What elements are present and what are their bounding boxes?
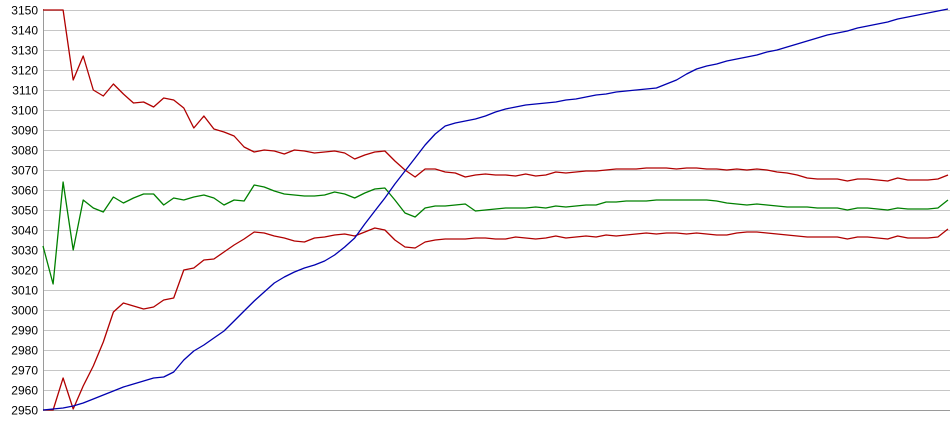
y-axis-tick-label-3020: 3020: [11, 264, 38, 278]
series-upper-red-descending: [43, 9, 949, 182]
y-axis-tick-label-3110: 3110: [12, 84, 38, 98]
series-blue-cumulative: [42, 8, 949, 411]
y-axis-tick-label-3120: 3120: [11, 64, 38, 78]
y-axis-tick-label-3070: 3070: [11, 164, 38, 178]
y-axis-tick-label-2950: 2950: [11, 404, 38, 418]
y-axis-tick-label-3040: 3040: [11, 224, 38, 238]
y-axis-tick-label-2990: 2990: [11, 324, 38, 338]
y-axis-tick-label-3000: 3000: [11, 304, 38, 318]
y-axis-tick-label-3090: 3090: [11, 124, 38, 138]
y-axis-tick-label-3010: 3010: [11, 284, 38, 298]
y-axis-tick-label-3050: 3050: [11, 204, 38, 218]
y-axis-tick-label-3140: 3140: [11, 24, 38, 38]
y-axis-tick-label-2960: 2960: [11, 384, 38, 398]
y-axis-tick-label-2980: 2980: [11, 344, 38, 358]
y-axis-tick-label-3130: 3130: [11, 44, 38, 58]
y-axis-tick-label-3030: 3030: [11, 244, 38, 258]
y-axis-tick-label-3150: 3150: [11, 4, 38, 18]
y-axis-tick-label-2970: 2970: [11, 364, 38, 378]
y-axis-tick-label-3080: 3080: [11, 144, 38, 158]
y-axis-tick-label-3100: 3100: [11, 104, 38, 118]
series-green-middle: [42, 181, 949, 285]
y-axis-tick-label-3060: 3060: [11, 184, 38, 198]
series-lower-red-ascending: [43, 227, 949, 411]
